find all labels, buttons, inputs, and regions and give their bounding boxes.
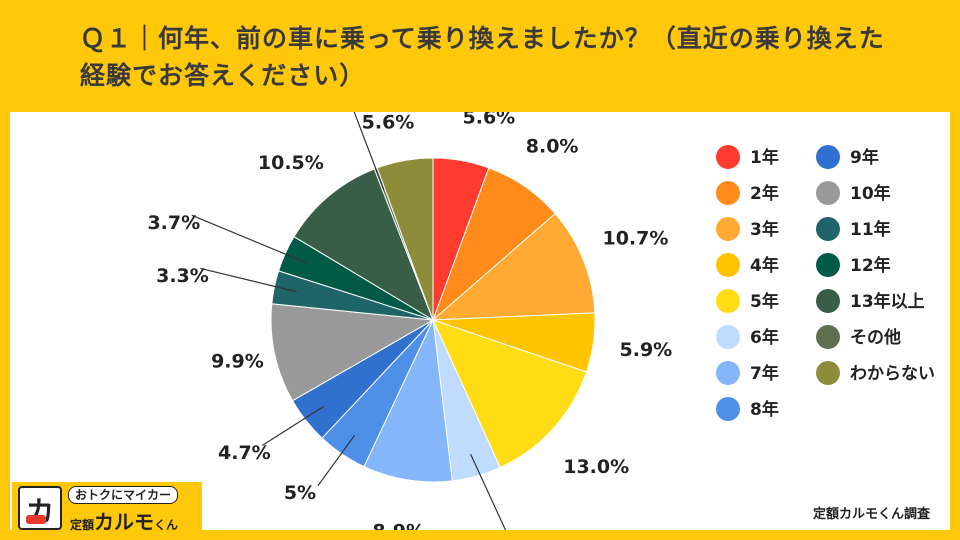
legend-swatch-8 bbox=[716, 397, 740, 421]
legend-label-8: 8年 bbox=[750, 399, 779, 420]
legend-label-1: 1年 bbox=[750, 147, 779, 168]
data-label-12: 3.7% bbox=[147, 212, 200, 234]
logo-mark-text: カ bbox=[26, 495, 55, 528]
legend-swatch-13 bbox=[816, 289, 840, 313]
pie-slice-5 bbox=[432, 319, 588, 469]
logo-mark: カ bbox=[18, 486, 62, 530]
leader-line bbox=[353, 112, 385, 190]
legend-label-9: 9年 bbox=[850, 147, 879, 168]
logo-name: 定額カルモくん bbox=[70, 506, 178, 535]
leader-line bbox=[262, 405, 325, 446]
legend-swatch-5 bbox=[716, 289, 740, 313]
data-label-2: 8.0% bbox=[526, 136, 579, 158]
legend-swatch-4 bbox=[716, 253, 740, 277]
pie-chart: 5.6%8.0%10.7%5.9%13.0%4.9%8.9%5%4.7%9.9%… bbox=[147, 112, 935, 530]
logo-brand: カルモ bbox=[94, 510, 155, 534]
data-label-9: 4.7% bbox=[218, 442, 271, 464]
legend-swatch-15 bbox=[816, 361, 840, 385]
legend-swatch-3 bbox=[716, 217, 740, 241]
legend-swatch-14 bbox=[816, 325, 840, 349]
legend-swatch-7 bbox=[716, 361, 740, 385]
car-icon bbox=[26, 515, 46, 524]
legend-label-5: 5年 bbox=[750, 291, 779, 312]
pie-slice-3 bbox=[431, 212, 596, 321]
legend-label-7: 7年 bbox=[750, 363, 779, 384]
legend-label-12: 12年 bbox=[850, 255, 891, 276]
chart-title: Ｑ１｜何年、前の車に乗って乗り換えましたか？（直近の乗り換えた経験でお答えくださ… bbox=[80, 24, 885, 90]
legend-swatch-10 bbox=[816, 181, 840, 205]
chart-panel: 5.6%8.0%10.7%5.9%13.0%4.9%8.9%5%4.7%9.9%… bbox=[10, 112, 950, 530]
data-label-4: 5.9% bbox=[620, 339, 673, 361]
legend-swatch-9 bbox=[816, 145, 840, 169]
survey-credit: 定額カルモくん調査 bbox=[812, 507, 930, 522]
brand-logo: カ おトクにマイカー 定額カルモくん bbox=[12, 482, 202, 534]
pie-slice-10 bbox=[270, 303, 435, 402]
data-label-13: 10.5% bbox=[258, 152, 324, 174]
logo-tagline: おトクにマイカー bbox=[68, 486, 179, 504]
legend-swatch-1 bbox=[716, 145, 740, 169]
logo-prefix: 定額 bbox=[70, 518, 95, 532]
legend-label-4: 4年 bbox=[750, 255, 779, 276]
legend-swatch-2 bbox=[716, 181, 740, 205]
legend-swatch-12 bbox=[816, 253, 840, 277]
leader-line bbox=[317, 434, 356, 487]
data-label-11: 3.3% bbox=[156, 265, 209, 287]
legend-label-3: 3年 bbox=[750, 219, 779, 240]
data-label-15: 5.6% bbox=[362, 112, 415, 134]
legend-swatch-6 bbox=[716, 325, 740, 349]
leader-line bbox=[200, 267, 297, 293]
logo-suffix: くん bbox=[154, 518, 179, 532]
legend-label-11: 11年 bbox=[850, 219, 891, 240]
leader-line bbox=[191, 214, 307, 264]
data-label-1: 5.6% bbox=[463, 112, 516, 129]
pie-slice-7 bbox=[363, 318, 453, 483]
legend-label-15: わからない bbox=[850, 364, 935, 384]
legend-label-14: その他 bbox=[850, 327, 901, 348]
data-label-8: 5% bbox=[284, 482, 316, 504]
legend-label-2: 2年 bbox=[750, 183, 779, 204]
data-label-7: 8.9% bbox=[372, 521, 425, 530]
pie-slice-15 bbox=[376, 157, 434, 321]
data-label-10: 9.9% bbox=[211, 350, 264, 372]
legend-label-13: 13年以上 bbox=[850, 291, 925, 312]
pie-slice-13 bbox=[293, 168, 434, 322]
legend-label-6: 6年 bbox=[750, 327, 779, 348]
data-label-3: 10.7% bbox=[602, 228, 668, 250]
leader-line bbox=[470, 453, 507, 530]
data-label-5: 13.0% bbox=[563, 456, 629, 478]
legend-swatch-11 bbox=[816, 217, 840, 241]
legend-label-10: 10年 bbox=[850, 183, 891, 204]
